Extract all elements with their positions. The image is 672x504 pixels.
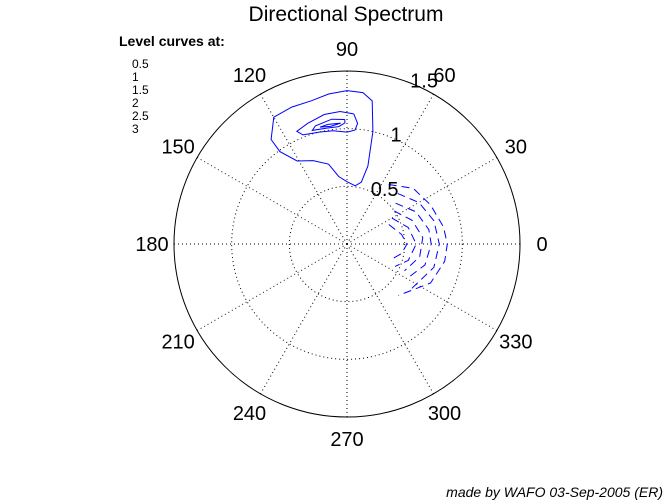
contour-line: [393, 210, 424, 272]
legend-level: 2.5: [132, 109, 149, 123]
legend-level: 3: [132, 122, 139, 136]
credit-text: made by WAFO 03-Sep-2005 (ER): [446, 484, 663, 500]
angle-tick-label: 120: [233, 65, 266, 87]
legend-level: 1.5: [132, 83, 149, 97]
radius-labels: 0.5 1 1.5: [371, 70, 438, 200]
angle-grid-line: [260, 243, 348, 395]
angle-tick-label: 240: [233, 403, 266, 425]
radius-tick-label: 0.5: [371, 179, 399, 201]
angle-grid-line: [196, 157, 348, 245]
angle-grid-line: [260, 93, 348, 245]
legend-level: 0.5: [132, 57, 149, 71]
legend-level: 2: [132, 96, 139, 110]
chart-title: Directional Spectrum: [249, 3, 444, 26]
angle-tick-label: 330: [499, 332, 532, 354]
legend-title: Level curves at:: [119, 33, 225, 49]
angle-grid-line: [346, 243, 498, 331]
contour-line: [319, 122, 341, 128]
contour-line: [395, 202, 432, 279]
contour-line: [388, 224, 408, 261]
angle-tick-label: 150: [161, 137, 194, 159]
angle-tick-label: 60: [433, 65, 455, 87]
legend-items: 0.511.522.53: [132, 57, 149, 136]
contour-lines: [270, 90, 448, 296]
polar-grid: [173, 70, 521, 418]
contour-line: [397, 192, 440, 290]
angle-tick-label: 90: [336, 39, 358, 61]
legend-level: 1: [132, 70, 139, 84]
contour-line: [388, 184, 448, 296]
radius-grid-circle: [231, 128, 463, 360]
contour-line: [295, 110, 359, 136]
angle-tick-label: 30: [505, 137, 527, 159]
contour-line: [311, 118, 346, 132]
angle-grid-line: [346, 93, 434, 245]
angle-tick-label: 270: [330, 429, 363, 451]
angle-labels: 0 30 60 90 120 150 180 210 240 270 300 330: [135, 39, 547, 451]
radius-tick-label: 1: [390, 125, 401, 147]
level-legend: Level curves at: 0.511.522.53: [119, 33, 225, 136]
radius-tick-label: 1.5: [410, 70, 438, 92]
angle-tick-label: 180: [135, 234, 168, 256]
angle-grid-line: [346, 243, 434, 395]
angle-grid-line: [346, 157, 498, 245]
angle-tick-label: 210: [161, 332, 194, 354]
radius-grid-circle: [288, 185, 406, 303]
angle-tick-label: 0: [536, 234, 547, 256]
angle-tick-label: 300: [428, 403, 461, 425]
angle-grid-line: [196, 243, 348, 331]
contour-line: [391, 217, 417, 267]
contour-line: [270, 90, 374, 187]
